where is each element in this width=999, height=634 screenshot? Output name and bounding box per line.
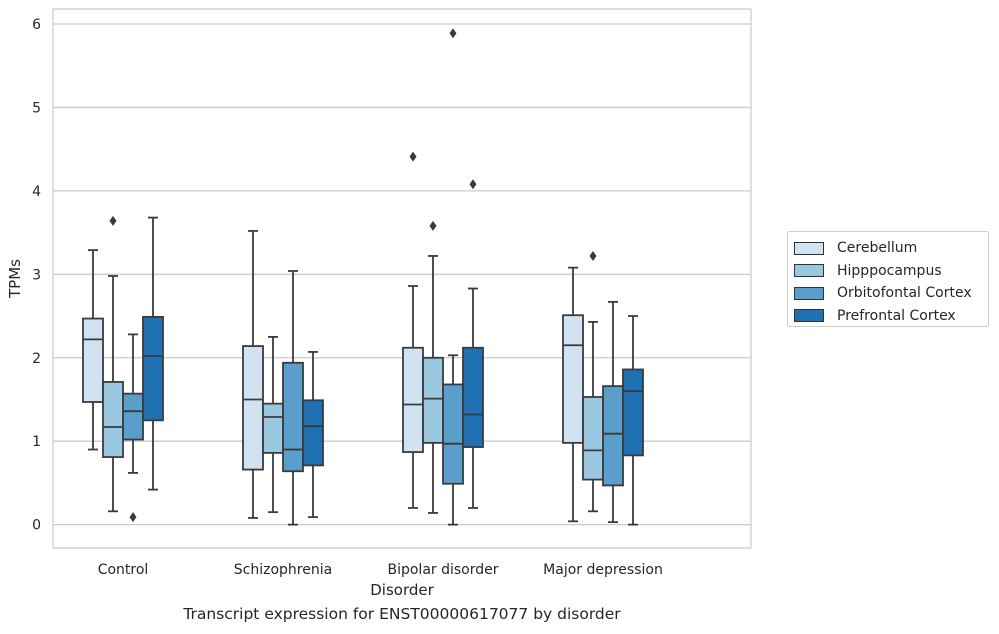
box-iqr [242, 345, 264, 471]
y-tick-label: 4 [32, 184, 41, 200]
y-axis-label: TPMs [6, 259, 24, 299]
legend-item: Hipppocampus [794, 260, 988, 283]
box-iqr [562, 314, 584, 444]
outlier-point [449, 28, 457, 39]
legend-swatch [794, 241, 824, 255]
legend-label: Orbitofontal Cortex [837, 285, 972, 302]
legend-label: Hipppocampus [837, 262, 942, 279]
box-iqr [302, 399, 324, 467]
box-iqr [282, 361, 304, 473]
box-iqr [102, 381, 124, 458]
box-iqr [402, 346, 424, 453]
box-iqr [462, 346, 484, 448]
box-hipppocampus [422, 220, 444, 514]
box-iqr [82, 317, 104, 403]
x-tick-label: Bipolar disorder [387, 562, 498, 578]
outlier-point [129, 512, 137, 523]
legend-swatch [794, 309, 824, 323]
outlier-point [589, 250, 597, 261]
x-tick-label: Major depression [543, 562, 663, 578]
box-cerebellum [82, 249, 104, 451]
y-tick-label: 3 [32, 267, 41, 283]
box-orbitofontal-cortex [122, 333, 144, 523]
y-tick-label: 5 [32, 100, 41, 116]
box-iqr [122, 392, 144, 441]
x-tick-labels: Control Schizophrenia Bipolar disorder Majo… [98, 562, 663, 578]
box-hipppocampus [582, 250, 604, 513]
box-cerebellum [562, 266, 584, 523]
legend-swatch [794, 286, 824, 300]
x-tick-label: Control [98, 562, 149, 578]
y-tick-labels: 0 1 2 3 4 5 6 [32, 17, 41, 534]
legend-swatch [794, 264, 824, 278]
legend-item: Prefrontal Cortex [794, 305, 988, 328]
plot-area-frame [52, 8, 752, 549]
gridlines [53, 23, 751, 526]
chart-caption: Transcript expression for ENST0000061707… [183, 605, 621, 623]
box-iqr [442, 383, 464, 485]
box-prefrontal-cortex [142, 216, 164, 491]
box-prefrontal-cortex [622, 315, 644, 526]
box-iqr [422, 356, 444, 444]
box-iqr [622, 368, 644, 457]
outlier-point [469, 179, 477, 190]
y-tick-label: 6 [32, 17, 41, 33]
y-tick-label: 0 [32, 518, 41, 534]
box-hipppocampus [262, 336, 284, 514]
legend: Cerebellum Hipppocampus Orbitofontal Cor… [787, 231, 989, 327]
box-iqr [262, 402, 284, 454]
outlier-point [409, 151, 417, 162]
box-orbitofontal-cortex [602, 300, 624, 524]
box-iqr [142, 315, 164, 422]
box-prefrontal-cortex [462, 179, 484, 509]
legend-item: Cerebellum [794, 237, 988, 260]
box-orbitofontal-cortex [282, 270, 304, 526]
box-hipppocampus [102, 215, 124, 513]
box-orbitofontal-cortex [442, 28, 464, 526]
y-tick-label: 1 [32, 434, 41, 450]
box-prefrontal-cortex [302, 351, 324, 519]
box-iqr [582, 396, 604, 481]
outlier-point [429, 220, 437, 231]
box-cerebellum [242, 230, 264, 519]
outlier-point [109, 215, 117, 226]
legend-label: Prefrontal Cortex [837, 307, 956, 324]
x-axis-label: Disorder [370, 581, 434, 599]
x-tick-label: Schizophrenia [234, 562, 332, 578]
y-tick-label: 2 [32, 351, 41, 367]
boxes [82, 28, 644, 526]
box-iqr [602, 385, 624, 487]
legend-label: Cerebellum [837, 240, 918, 257]
legend-item: Orbitofontal Cortex [794, 282, 988, 305]
box-cerebellum [402, 151, 424, 509]
